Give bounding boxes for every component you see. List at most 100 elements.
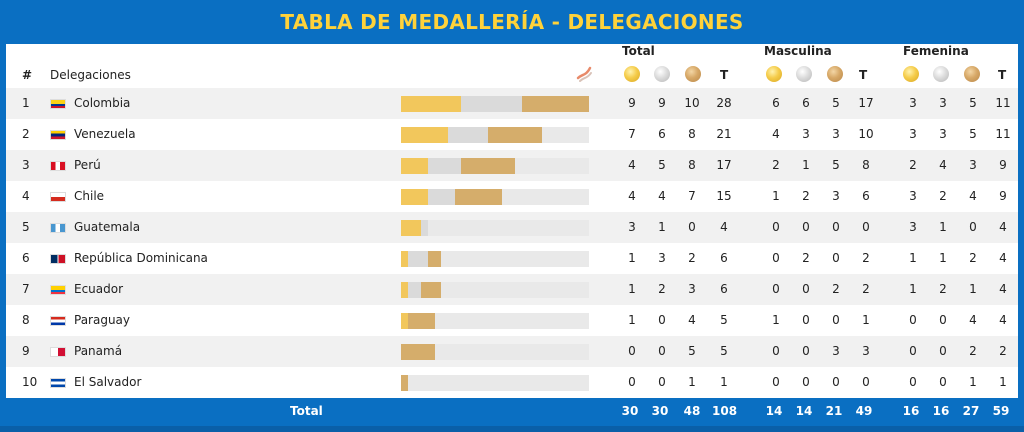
venezuela-flag-icon — [50, 130, 66, 140]
silver-medal-icon — [796, 66, 812, 82]
delegation-name: Colombia — [74, 96, 131, 110]
total-bronze-value: 8 — [688, 158, 696, 172]
delegation-name: Panamá — [74, 344, 123, 358]
bar-silver-segment — [427, 158, 462, 174]
women-gold-value: 3 — [909, 189, 917, 203]
medal-bar — [401, 189, 589, 205]
bar-bronze-segment — [521, 96, 589, 112]
women-all: 59 — [992, 404, 1010, 418]
panama-flag-icon — [50, 347, 66, 357]
bronze-medal-icon — [827, 66, 843, 82]
total-bronze-value: 0 — [688, 220, 696, 234]
total-t-value: 6 — [720, 251, 728, 265]
row-rank: 3 — [22, 158, 30, 172]
women-gold-value: 0 — [909, 344, 917, 358]
women-silver-value: 3 — [939, 127, 947, 141]
table-row: 10 El Salvador 0 0 1 1 0 0 0 0 0 0 1 1 — [6, 367, 1018, 398]
men-gold-value: 0 — [772, 251, 780, 265]
bar-bronze-segment — [488, 127, 542, 143]
bar-bronze-segment — [427, 251, 442, 267]
bar-bronze-segment — [407, 313, 435, 329]
women-t-value: 4 — [999, 220, 1007, 234]
men-gold-value: 4 — [772, 127, 780, 141]
bar-silver-segment — [407, 282, 422, 298]
women-bronze-value: 5 — [969, 127, 977, 141]
total-t-value: 21 — [716, 127, 732, 141]
men-t-value: 10 — [858, 127, 874, 141]
women-gold: 16 — [902, 404, 920, 418]
total-silver-value: 3 — [658, 251, 666, 265]
header-women-group: Femenina — [903, 44, 969, 58]
men-gold-value: 0 — [772, 344, 780, 358]
total-gold-value: 4 — [628, 158, 636, 172]
delegation-name: Chile — [74, 189, 105, 203]
table-row: 2 Venezuela 7 6 8 21 4 3 3 10 3 3 5 11 — [6, 119, 1018, 150]
chile-flag-icon — [50, 192, 66, 202]
delegation-name: El Salvador — [74, 375, 142, 389]
women-t-value: 4 — [999, 251, 1007, 265]
men-t-value: 8 — [862, 158, 870, 172]
total-bronze-value: 1 — [688, 375, 696, 389]
men-bronze-value: 3 — [832, 344, 840, 358]
row-rank: 2 — [22, 127, 30, 141]
dominican-republic-flag-icon — [50, 254, 66, 264]
ecuador-flag-icon — [50, 285, 66, 295]
men-silver-value: 3 — [802, 127, 810, 141]
silver-medal-icon — [933, 66, 949, 82]
total-t-value: 17 — [716, 158, 732, 172]
total-gold-value: 1 — [628, 313, 636, 327]
women-gold-value: 0 — [909, 375, 917, 389]
delegation-name: Guatemala — [74, 220, 141, 234]
header-total-t: T — [720, 68, 729, 82]
medal-bar — [401, 344, 589, 360]
women-bronze-value: 1 — [969, 282, 977, 296]
men-gold-value: 1 — [772, 189, 780, 203]
totals-label: Total — [290, 404, 323, 418]
men-silver-value: 2 — [802, 189, 810, 203]
peru-flag-icon — [50, 161, 66, 171]
total-gold-value: 0 — [628, 344, 636, 358]
men-silver-value: 0 — [802, 220, 810, 234]
women-bronze-value: 1 — [969, 375, 977, 389]
table-row: 4 Chile 4 4 7 15 1 2 3 6 3 2 4 9 — [6, 181, 1018, 212]
bar-silver-segment — [407, 251, 428, 267]
bar-gold-segment — [401, 189, 428, 205]
total-gold-value: 4 — [628, 189, 636, 203]
row-rank: 4 — [22, 189, 30, 203]
total-bronze-value: 2 — [688, 251, 696, 265]
women-t-value: 11 — [995, 127, 1011, 141]
men-t-value: 2 — [862, 282, 870, 296]
bar-gold-segment — [401, 158, 428, 174]
bar-silver-segment — [448, 127, 489, 143]
women-bronze-value: 4 — [969, 189, 977, 203]
bar-silver-segment — [427, 189, 455, 205]
men-t-value: 2 — [862, 251, 870, 265]
row-rank: 5 — [22, 220, 30, 234]
men-bronze-value: 3 — [832, 189, 840, 203]
table-row: 8 Paraguay 1 0 4 5 1 0 0 1 0 0 4 4 — [6, 305, 1018, 336]
women-t-value: 11 — [995, 96, 1011, 110]
women-silver: 16 — [932, 404, 950, 418]
delegation-name: Ecuador — [74, 282, 124, 296]
women-gold-value: 1 — [909, 251, 917, 265]
women-t-value: 9 — [999, 189, 1007, 203]
men-all: 49 — [855, 404, 873, 418]
men-gold-value: 6 — [772, 96, 780, 110]
medal-bar — [401, 127, 589, 143]
table-row: 3 Perú 4 5 8 17 2 1 5 8 2 4 3 9 — [6, 150, 1018, 181]
row-rank: 10 — [22, 375, 38, 389]
bar-bronze-segment — [401, 344, 435, 360]
bar-gold-segment — [401, 313, 408, 329]
delegation-name: Perú — [74, 158, 101, 172]
row-rank: 6 — [22, 251, 30, 265]
table-row: 5 Guatemala 3 1 0 4 0 0 0 0 3 1 0 4 — [6, 212, 1018, 243]
total-bronze-value: 5 — [688, 344, 696, 358]
bar-bronze-segment — [461, 158, 516, 174]
guatemala-flag-icon — [50, 223, 66, 233]
women-silver-value: 0 — [939, 313, 947, 327]
men-bronze-value: 2 — [832, 282, 840, 296]
women-t-value: 4 — [999, 313, 1007, 327]
silver-medal-icon — [654, 66, 670, 82]
medal-bar — [401, 375, 589, 391]
